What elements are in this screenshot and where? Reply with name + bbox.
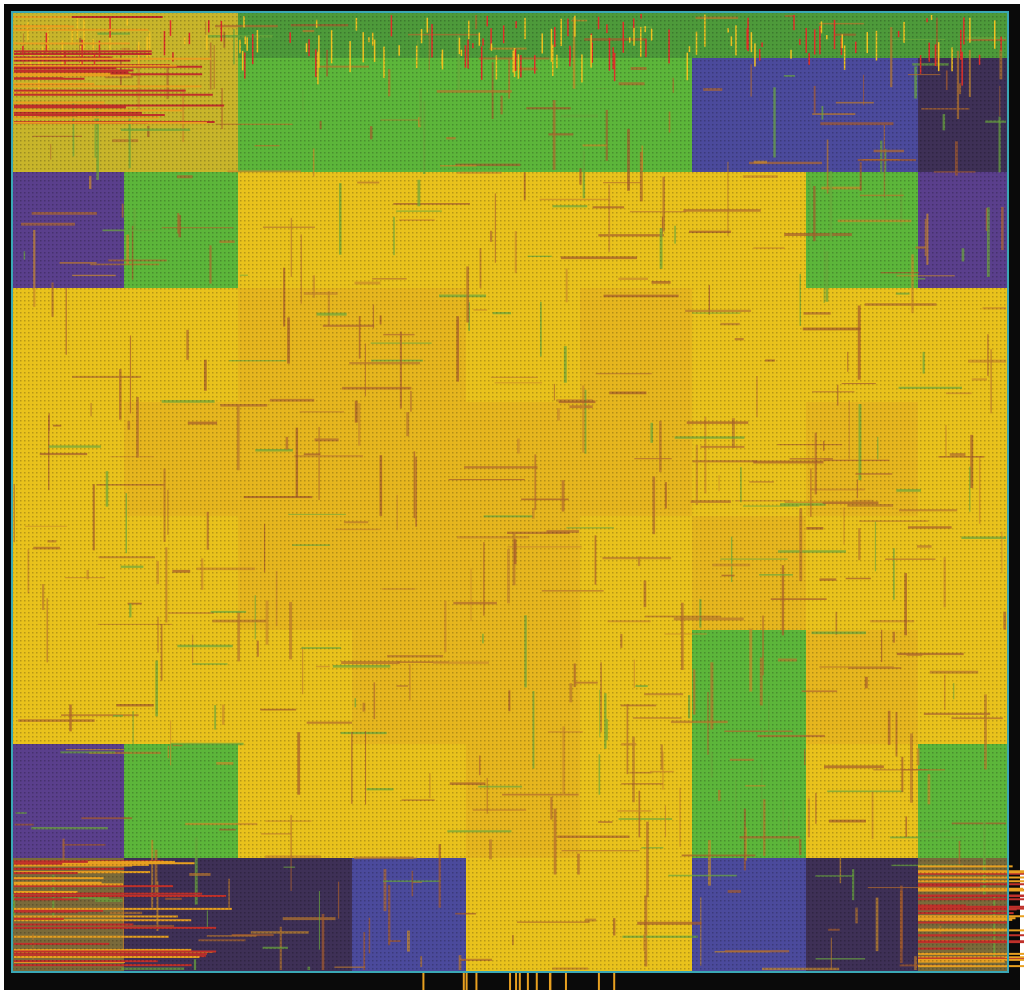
core-outline <box>11 11 1009 973</box>
texture <box>12 12 1008 972</box>
